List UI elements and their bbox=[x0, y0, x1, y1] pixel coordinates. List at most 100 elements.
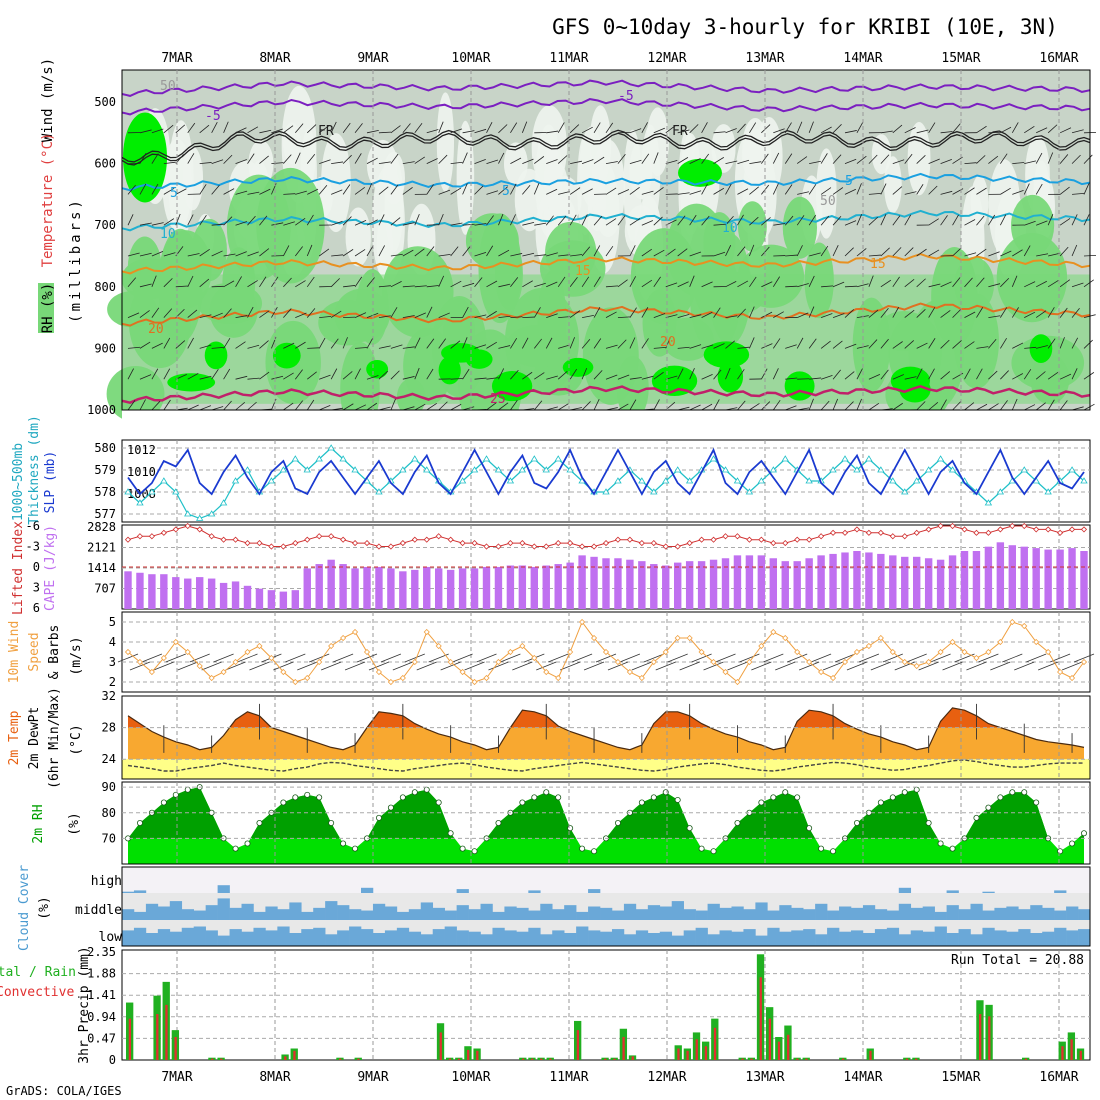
cloud-cell bbox=[1054, 927, 1067, 946]
wind-barb bbox=[534, 156, 545, 164]
wind-barb bbox=[163, 337, 171, 349]
wind-barb bbox=[904, 153, 913, 164]
wind-barb bbox=[402, 161, 415, 164]
cloud-cell bbox=[671, 901, 684, 920]
axis-tick-label: 578 bbox=[94, 485, 116, 499]
wind-barb bbox=[189, 653, 210, 663]
wind-barb bbox=[438, 401, 448, 411]
cape-bar bbox=[136, 572, 144, 609]
wind-barb bbox=[414, 312, 426, 318]
wind-barb bbox=[486, 245, 494, 257]
wind-speed-marker bbox=[794, 648, 801, 656]
thickness-marker bbox=[518, 466, 527, 473]
wind-barb bbox=[844, 285, 858, 288]
wind-barb bbox=[163, 368, 171, 380]
thickness-marker bbox=[769, 466, 778, 473]
wind-speed-marker bbox=[363, 648, 371, 656]
wind-barb bbox=[999, 214, 1007, 226]
wind-barb bbox=[617, 403, 629, 411]
wind-barb bbox=[127, 368, 134, 380]
wind-barb bbox=[342, 184, 351, 195]
wind-barb bbox=[1059, 218, 1071, 226]
wind-barb bbox=[880, 279, 892, 288]
axis-tick-label: 0 bbox=[109, 1053, 116, 1067]
li-marker bbox=[997, 526, 1004, 533]
wind-speed-marker bbox=[877, 634, 884, 642]
wind-barb bbox=[583, 661, 605, 671]
cloud-cell bbox=[193, 926, 206, 946]
wind-barb bbox=[916, 368, 923, 380]
wind-barb bbox=[832, 281, 845, 288]
wind-barb bbox=[474, 344, 487, 349]
cloud-cell bbox=[1030, 905, 1043, 920]
cape-bar bbox=[554, 564, 562, 609]
wind-barb bbox=[235, 276, 242, 288]
wind-barb bbox=[139, 129, 152, 134]
li-marker bbox=[304, 536, 311, 543]
rh-marker bbox=[830, 848, 837, 855]
thickness-marker bbox=[136, 499, 144, 506]
cloud-cell bbox=[755, 935, 768, 946]
wind-barb bbox=[533, 400, 543, 411]
wind-barb bbox=[522, 252, 535, 257]
wind-barb bbox=[918, 661, 939, 671]
precip-conv-bar bbox=[1079, 1050, 1082, 1060]
wind-speed-marker bbox=[722, 668, 729, 676]
rh-marker bbox=[770, 794, 777, 801]
cloud-cell bbox=[850, 907, 864, 920]
thickness-marker bbox=[482, 455, 491, 462]
wind-barb bbox=[306, 214, 314, 226]
cloud-cell bbox=[444, 910, 457, 920]
wind-speed-marker bbox=[770, 628, 777, 636]
wind-barb bbox=[988, 403, 999, 411]
cloud-cell bbox=[229, 907, 242, 920]
cape-bar bbox=[195, 577, 204, 609]
wind-barb bbox=[761, 124, 771, 134]
rh-marker bbox=[674, 796, 681, 803]
cloud-panel-frame bbox=[121, 866, 1091, 947]
cloud-cell bbox=[588, 889, 601, 893]
cloud-cell bbox=[1066, 930, 1079, 946]
wind-barb bbox=[330, 338, 339, 349]
wind-barb bbox=[820, 215, 830, 226]
axis-tick-label: 2 bbox=[109, 675, 116, 689]
wind-barb bbox=[165, 653, 186, 663]
wind-barb bbox=[904, 214, 912, 226]
wind-barb bbox=[737, 188, 749, 195]
precip-conv-bar bbox=[841, 1058, 845, 1060]
wind-barb bbox=[856, 368, 863, 380]
precip-conv-bar bbox=[293, 1050, 296, 1060]
axis-tick-label: -3 bbox=[26, 540, 40, 554]
precip-conv-bar bbox=[476, 1050, 479, 1060]
wind-barb bbox=[677, 129, 690, 134]
li-marker bbox=[734, 533, 741, 540]
cloud-cell bbox=[277, 926, 290, 946]
thickness-marker bbox=[948, 466, 957, 473]
wind-barb bbox=[127, 400, 136, 411]
wind-barb bbox=[581, 126, 593, 134]
wind-barb bbox=[928, 249, 940, 257]
wind-barb bbox=[151, 342, 163, 349]
axis-tick-label: 0.94 bbox=[87, 1010, 116, 1024]
cloud-cell bbox=[540, 903, 553, 920]
li-marker bbox=[316, 533, 323, 540]
cloud-cell bbox=[994, 930, 1007, 946]
precip-conv-bar bbox=[915, 1058, 918, 1060]
rh-marker bbox=[340, 840, 347, 847]
wind-barb bbox=[880, 183, 887, 195]
wind-barb bbox=[151, 250, 164, 257]
wind-barb bbox=[928, 218, 939, 226]
cape-bar bbox=[423, 566, 431, 609]
wind-barb bbox=[247, 191, 260, 195]
wind-barb bbox=[904, 309, 915, 318]
wind-barb bbox=[880, 130, 893, 134]
wind-barb bbox=[1035, 371, 1046, 380]
thickness-marker bbox=[901, 488, 909, 495]
wind-barb bbox=[533, 307, 541, 318]
thickness-marker bbox=[243, 466, 252, 473]
wind-barb bbox=[247, 153, 255, 164]
wind-barb bbox=[163, 252, 176, 257]
t2m-side-labels: 2m Temp 2m DewPt (6hr Min/Max) (°C) bbox=[7, 687, 84, 789]
saturated-area bbox=[167, 373, 216, 392]
